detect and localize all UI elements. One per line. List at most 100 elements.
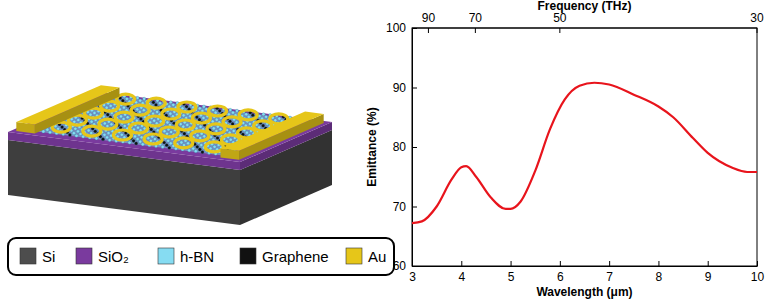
gold-ring bbox=[115, 112, 133, 122]
hbn-atom bbox=[199, 136, 202, 139]
hbn-atom bbox=[143, 97, 146, 100]
graphene-atom bbox=[68, 133, 71, 136]
hbn-atom bbox=[122, 117, 125, 120]
hbn-atom bbox=[231, 111, 234, 114]
tick-mark bbox=[412, 88, 417, 89]
tick-mark bbox=[757, 28, 758, 33]
hbn-atom bbox=[199, 125, 202, 128]
tick: 90 bbox=[422, 11, 436, 33]
hbn-atom bbox=[155, 110, 158, 113]
hbn-atom bbox=[212, 127, 215, 130]
hbn-atom bbox=[136, 108, 139, 111]
hbn-atom bbox=[192, 147, 195, 150]
tick-label: 9 bbox=[705, 270, 712, 284]
hbn-atom bbox=[186, 142, 189, 145]
hbn-atom bbox=[105, 136, 108, 139]
tick-label: 8 bbox=[656, 270, 663, 284]
tick-mark bbox=[428, 28, 429, 33]
y-axis-title: Emittance (%) bbox=[365, 107, 379, 186]
hbn-atom bbox=[120, 133, 123, 136]
device-illustration bbox=[8, 85, 332, 225]
gold-ring bbox=[191, 131, 209, 141]
hbn-atom bbox=[188, 149, 191, 152]
graphene-atom bbox=[132, 139, 135, 142]
graphene-atom bbox=[216, 136, 219, 139]
hbn-atom bbox=[215, 118, 218, 121]
graphene-atom bbox=[165, 144, 168, 147]
hbn-atom bbox=[194, 150, 197, 153]
hbn-atom bbox=[153, 137, 156, 140]
x-axis: 345678910 bbox=[409, 261, 764, 284]
graphene-atom bbox=[152, 101, 155, 104]
gold-ring bbox=[178, 102, 196, 112]
hbn-atom bbox=[245, 131, 248, 134]
tick-label: 7 bbox=[606, 270, 613, 284]
hbn-atom bbox=[179, 122, 182, 125]
hbn-atom bbox=[74, 127, 77, 130]
hbn-atom bbox=[211, 108, 214, 111]
gold-ring bbox=[207, 124, 225, 134]
hbn-atom bbox=[89, 113, 92, 116]
hbn-atom bbox=[196, 134, 199, 137]
plot-area bbox=[412, 83, 757, 223]
hbn-atom bbox=[229, 108, 232, 111]
hbn-atom bbox=[202, 116, 205, 119]
hbn-atom bbox=[169, 112, 172, 115]
tick-label: 6 bbox=[557, 270, 564, 284]
hbn-atom bbox=[214, 111, 217, 114]
legend-frame bbox=[8, 238, 394, 275]
hbn-atom bbox=[200, 143, 203, 146]
material-legend: SiSiO₂h-BNGrapheneAu bbox=[8, 238, 394, 275]
hbn-atom bbox=[103, 133, 106, 136]
graphene-atom bbox=[135, 142, 138, 145]
x2-axis: 90705030 bbox=[412, 11, 764, 33]
gold-ring bbox=[144, 134, 162, 144]
tick: 90 bbox=[393, 81, 417, 95]
plot-frame bbox=[412, 28, 757, 266]
hbn-atom bbox=[123, 124, 126, 127]
hbn-atom bbox=[248, 122, 251, 125]
tick-mark bbox=[412, 147, 417, 148]
legend-swatch bbox=[76, 248, 92, 264]
hbn-atom bbox=[180, 141, 183, 144]
hbn-atom bbox=[72, 132, 75, 135]
tick-mark bbox=[658, 261, 659, 266]
hbn-atom bbox=[169, 142, 172, 145]
hbn-atom bbox=[141, 143, 144, 146]
figure: SiSiO₂h-BNGrapheneAu34567891060708090100… bbox=[0, 0, 768, 299]
hbn-atom bbox=[136, 126, 139, 129]
hbn-atom bbox=[142, 109, 145, 112]
legend-swatch bbox=[158, 248, 174, 264]
graphene-atom bbox=[185, 105, 188, 108]
hbn-atom bbox=[198, 107, 201, 110]
tick-mark bbox=[475, 28, 476, 33]
graphene-atom bbox=[101, 138, 104, 141]
tick-label: 5 bbox=[508, 270, 515, 284]
graphene-atom bbox=[168, 146, 171, 149]
graphene-atom bbox=[198, 118, 201, 121]
hbn-atom bbox=[262, 113, 265, 116]
sio2-top bbox=[8, 92, 332, 162]
gold-ring bbox=[113, 130, 131, 140]
hbn-atom bbox=[93, 111, 96, 114]
graphene-atom bbox=[154, 103, 157, 106]
tick-label: 80 bbox=[393, 140, 407, 154]
legend-swatch bbox=[240, 248, 256, 264]
hbn-atom bbox=[169, 101, 172, 104]
gold-ring bbox=[160, 127, 178, 137]
hbn-atom bbox=[149, 139, 152, 142]
sio2-left-face bbox=[8, 132, 240, 170]
tick: 60 bbox=[393, 259, 417, 273]
legend-label: Si bbox=[42, 248, 55, 265]
hbn-atom bbox=[42, 130, 45, 133]
hbn-atom bbox=[158, 102, 161, 105]
hbn-atom bbox=[213, 145, 216, 148]
hbn-atom bbox=[138, 110, 141, 113]
y-axis: 60708090100 bbox=[386, 21, 417, 273]
tick-mark bbox=[461, 261, 462, 266]
tick: 30 bbox=[750, 11, 764, 33]
hbn-atom bbox=[264, 115, 267, 118]
hbn-atom bbox=[108, 138, 111, 141]
hbn-atom bbox=[232, 129, 235, 132]
hbn-atom bbox=[136, 137, 139, 140]
